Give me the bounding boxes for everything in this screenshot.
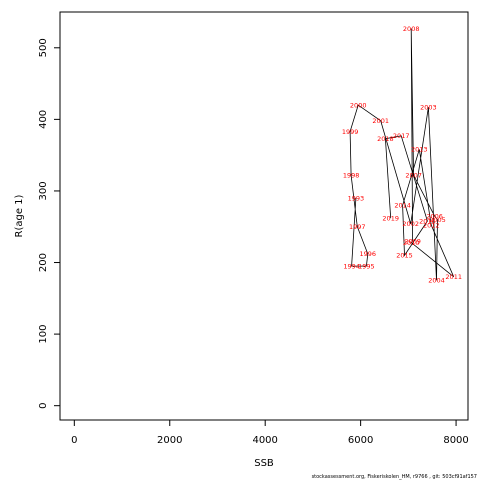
point-label-2006: 2006 bbox=[426, 212, 443, 220]
point-label-2002: 2002 bbox=[402, 220, 419, 228]
x-axis: 0 2000 4000 6000 8000 bbox=[71, 419, 469, 446]
point-label-1993: 1993 bbox=[348, 194, 365, 202]
point-label-1997: 1997 bbox=[349, 223, 366, 231]
point-label-2012: 2012 bbox=[423, 222, 440, 230]
y-tick-label: 400 bbox=[38, 110, 49, 129]
y-tick-label: 300 bbox=[38, 181, 49, 200]
y-axis-label: R(age 1) bbox=[14, 194, 25, 237]
point-label-2010: 2010 bbox=[403, 239, 420, 247]
point-label-1999: 1999 bbox=[342, 128, 359, 136]
point-label-2009: 2009 bbox=[404, 237, 421, 245]
x-tick-label: 8000 bbox=[443, 435, 468, 446]
y-tick-label: 200 bbox=[38, 253, 49, 272]
x-axis-label: SSB bbox=[254, 458, 274, 469]
point-label-1998: 1998 bbox=[343, 172, 360, 180]
point-label-2000: 2000 bbox=[350, 101, 367, 109]
trajectory-line bbox=[349, 28, 455, 281]
y-axis: 0 100 200 300 400 500 bbox=[38, 38, 61, 409]
point-label-2004: 2004 bbox=[428, 277, 445, 285]
point-label-2015: 2015 bbox=[396, 252, 413, 260]
x-tick-label: 0 bbox=[71, 435, 77, 446]
point-label-1996: 1996 bbox=[360, 250, 377, 258]
point-label-1994: 1994 bbox=[343, 262, 360, 270]
point-label-2003: 2003 bbox=[420, 104, 437, 112]
y-tick-label: 0 bbox=[38, 402, 49, 408]
point-label-2017: 2017 bbox=[393, 132, 410, 140]
point-label-2013: 2013 bbox=[411, 146, 428, 154]
x-tick-label: 2000 bbox=[157, 435, 182, 446]
point-label-2005: 2005 bbox=[429, 216, 446, 224]
footer-credit: stockassessment.org, Fiskeriskolen_HM, r… bbox=[312, 474, 477, 480]
point-label-2001: 2001 bbox=[372, 117, 389, 125]
point-label-2019: 2019 bbox=[382, 214, 399, 222]
point-label-2011: 2011 bbox=[445, 273, 462, 281]
point-label-2007: 2007 bbox=[405, 172, 422, 180]
point-label-2008: 2008 bbox=[403, 25, 420, 33]
point-label-2018: 2018 bbox=[377, 135, 394, 143]
trajectory-lines bbox=[349, 28, 455, 281]
x-tick-label: 4000 bbox=[252, 435, 277, 446]
point-label-1995: 1995 bbox=[358, 262, 375, 270]
point-label-2014: 2014 bbox=[394, 202, 411, 210]
x-tick-label: 6000 bbox=[348, 435, 373, 446]
plot-frame bbox=[59, 11, 469, 421]
point-label-2016: 2016 bbox=[419, 217, 436, 225]
y-tick-label: 500 bbox=[38, 38, 49, 57]
y-tick-label: 100 bbox=[38, 325, 49, 344]
